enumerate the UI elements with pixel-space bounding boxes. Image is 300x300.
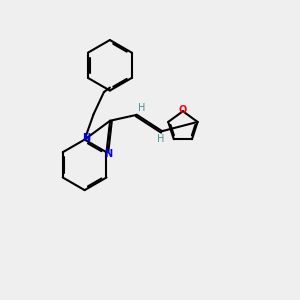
Text: O: O bbox=[179, 105, 187, 115]
Text: N: N bbox=[104, 149, 112, 159]
Text: H: H bbox=[157, 134, 164, 145]
Text: H: H bbox=[139, 103, 146, 113]
Text: N: N bbox=[82, 133, 90, 143]
